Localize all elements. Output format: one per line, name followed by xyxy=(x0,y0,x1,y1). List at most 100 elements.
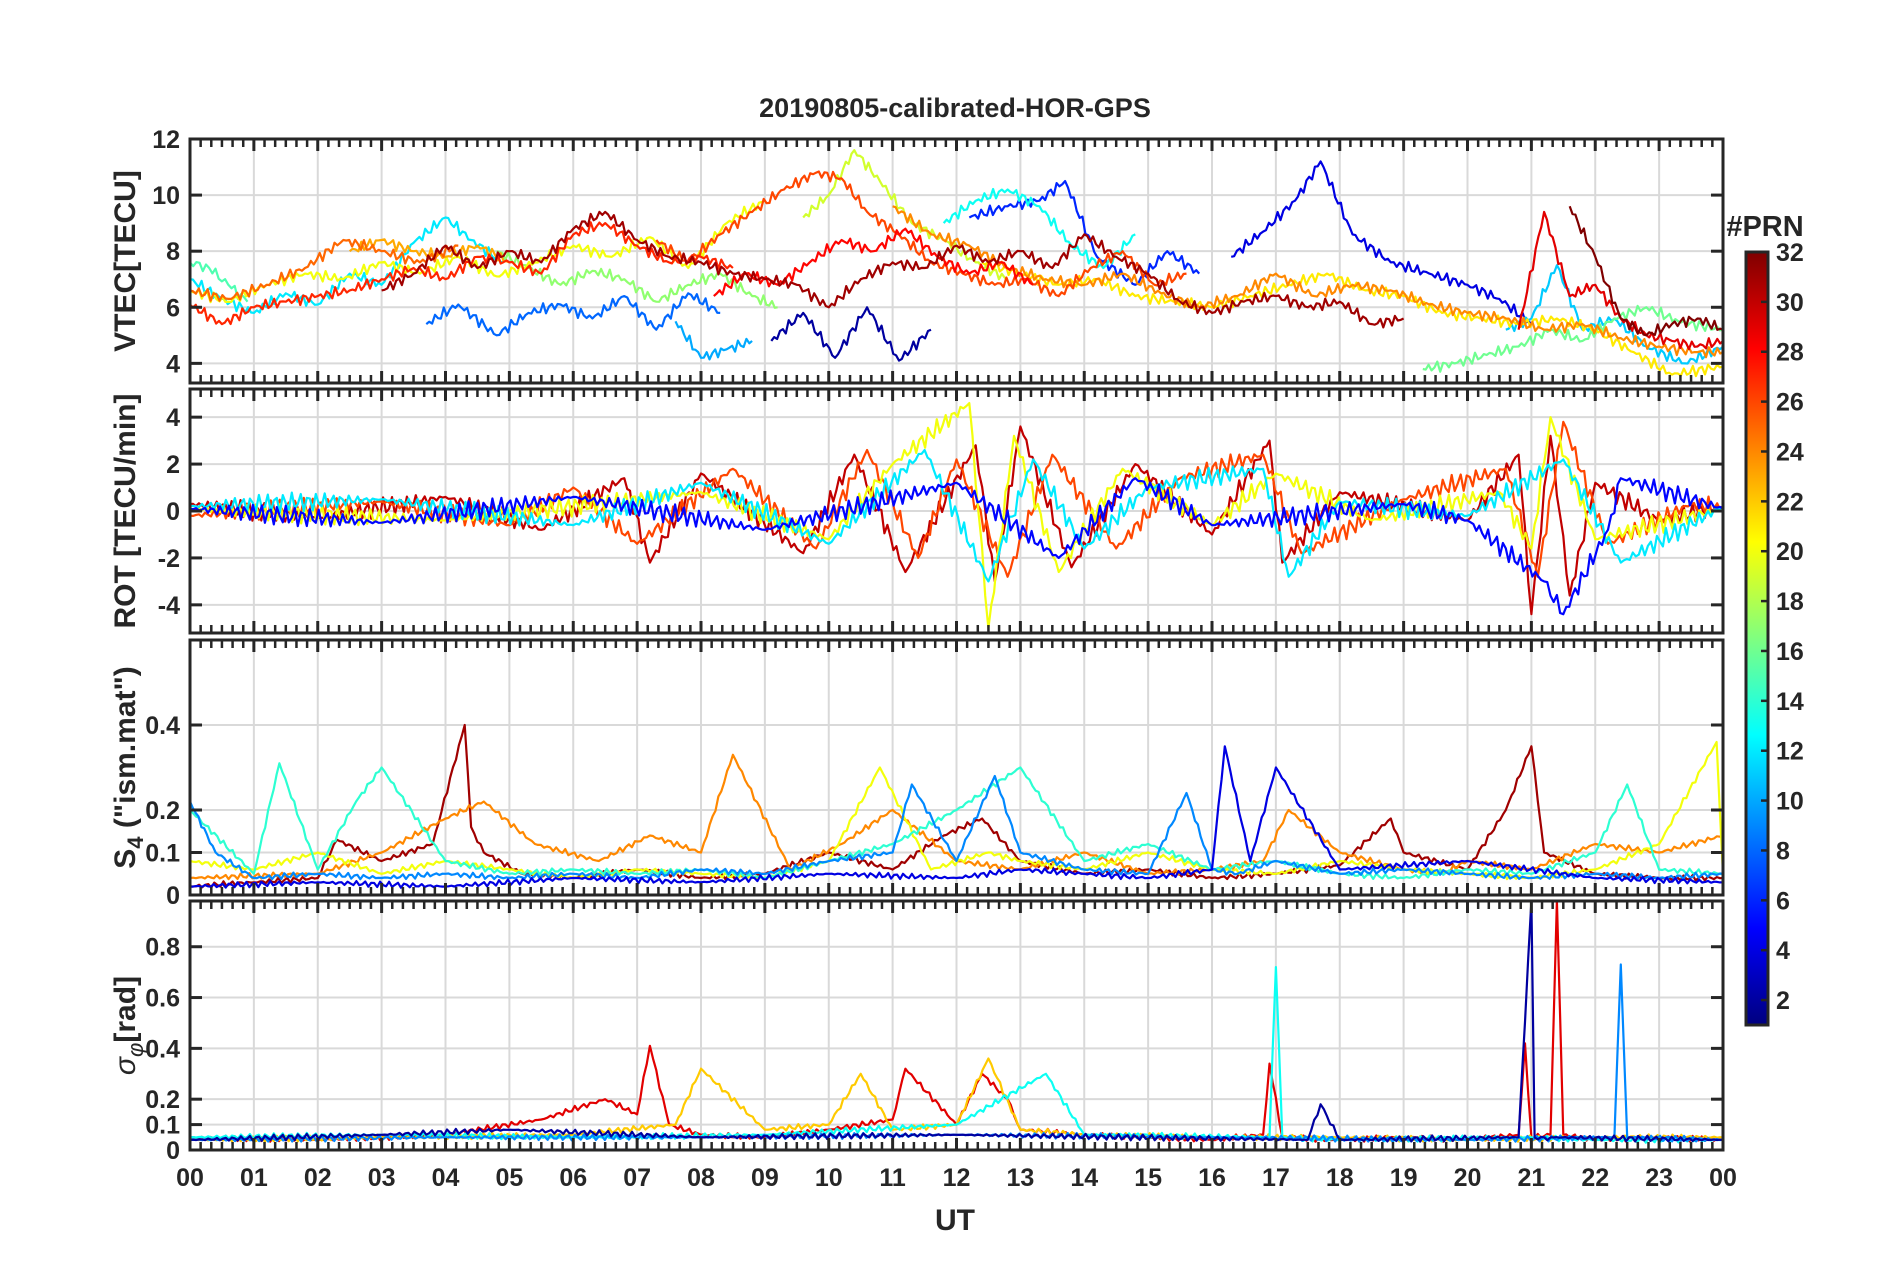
series-prn-23 xyxy=(348,238,510,264)
colorbar-tick-label: 26 xyxy=(1776,389,1804,417)
series-prn-4 xyxy=(1230,160,1533,325)
y-tick-label: 0.1 xyxy=(145,840,180,868)
series-prn-6 xyxy=(968,180,1201,286)
y-tick-label: 8 xyxy=(166,238,180,266)
series-prn-8 xyxy=(425,292,721,337)
series-prn-25 xyxy=(190,238,459,302)
x-tick-label: 03 xyxy=(368,1164,396,1192)
ylabel-rest: [rad] xyxy=(109,976,142,1043)
colorbar-tick-label: 6 xyxy=(1776,887,1790,915)
colorbar-tick-label: 18 xyxy=(1776,588,1804,616)
x-tick-label: 18 xyxy=(1326,1164,1354,1192)
colorbar-tick-label: 10 xyxy=(1776,788,1804,816)
x-ticks xyxy=(188,389,1725,633)
y-tick-label: 0.2 xyxy=(145,797,180,825)
colorbar-tick-label: 12 xyxy=(1776,738,1804,766)
x-tick-label: 17 xyxy=(1262,1164,1290,1192)
colorbar-title: #PRN xyxy=(1726,211,1803,243)
x-tick-label: 10 xyxy=(815,1164,843,1192)
y-tick-label: 4 xyxy=(166,350,180,378)
x-tick-label: 15 xyxy=(1134,1164,1162,1192)
x-tick-label: 06 xyxy=(559,1164,587,1192)
ylabel-sigma: σ xyxy=(109,1055,142,1075)
figure-title: 20190805-calibrated-HOR-GPS xyxy=(759,93,1151,123)
series-prn-24 xyxy=(892,205,1723,359)
series-prn-31 xyxy=(190,723,1723,889)
panel-vtec: 4 6 8 10 12 VTEC[TECU] xyxy=(109,126,1725,385)
x-tick-label: 14 xyxy=(1070,1164,1098,1192)
series-prn-26 xyxy=(655,170,1187,298)
x-tick-label: 05 xyxy=(495,1164,523,1192)
colorbar-tick-label: 22 xyxy=(1776,488,1804,516)
x-tick-label: 02 xyxy=(304,1164,332,1192)
series-prn-5 xyxy=(190,477,1723,616)
series-group xyxy=(190,402,1723,630)
series-prn-27 xyxy=(190,221,734,326)
x-tick-label: 23 xyxy=(1645,1164,1673,1192)
colorbar-tick-label: 24 xyxy=(1776,438,1804,466)
series-prn-28 xyxy=(713,227,1034,297)
series-prn-16 xyxy=(1422,304,1723,373)
x-tick-label: 11 xyxy=(879,1164,906,1192)
colorbar-tick-label: 30 xyxy=(1776,289,1804,317)
x-ticks xyxy=(188,139,1725,383)
x-tick-label: 09 xyxy=(751,1164,779,1192)
ylabel-sub: 4 xyxy=(123,836,148,849)
x-tick-label: 21 xyxy=(1517,1164,1545,1192)
colorbar-tick-label: 8 xyxy=(1776,837,1790,865)
colorbar-tick-label: 32 xyxy=(1776,239,1804,267)
x-tick-label: 20 xyxy=(1454,1164,1482,1192)
y-axis-label-vtec: VTEC[TECU] xyxy=(109,170,142,352)
x-tick-label: 01 xyxy=(240,1164,268,1192)
y-tick-label: 0 xyxy=(166,498,180,526)
y-axis-label-s4: S4 ("ism.mat") xyxy=(109,666,148,868)
x-tick-label: 13 xyxy=(1006,1164,1034,1192)
x-ticks xyxy=(188,640,1725,895)
colorbar-tick-label: 20 xyxy=(1776,538,1804,566)
colorbar-tick-label: 2 xyxy=(1776,987,1790,1015)
y-tick-label: 0.8 xyxy=(145,934,180,962)
y-tick-label: 0 xyxy=(166,882,180,910)
x-tick-label: 07 xyxy=(623,1164,651,1192)
series-prn-14 xyxy=(190,762,1723,880)
colorbar-tick-label: 16 xyxy=(1776,638,1804,666)
colorbar-tick-label: 28 xyxy=(1776,339,1804,367)
y-tick-label: 0 xyxy=(166,1137,180,1165)
y-tick-label: 0.2 xyxy=(145,1086,180,1114)
series-prn-31 xyxy=(381,210,1405,329)
y-axis-label-rot: ROT [TECU/min] xyxy=(109,394,142,629)
ylabel-s: S xyxy=(109,849,142,869)
colorbar-tick-label: 4 xyxy=(1776,937,1790,965)
y-tick-label: 4 xyxy=(166,404,180,432)
y-tick-label: 0.1 xyxy=(145,1112,180,1140)
series-prn-10 xyxy=(674,320,753,361)
panel-s4: 00.10.20.4S4 ("ism.mat") xyxy=(109,638,1725,910)
x-tick-label: 00 xyxy=(1709,1164,1737,1192)
ylabel-sub: φ xyxy=(123,1043,148,1057)
series-prn-17 xyxy=(496,250,778,309)
panel-sigma-phi: 00.10.2 0.4 0.6 0.8 00 01 02 03 04 05 06 07 08 09 10 11… xyxy=(109,899,1737,1192)
y-tick-label: 0.4 xyxy=(145,1035,180,1063)
x-tick-label: 22 xyxy=(1581,1164,1609,1192)
y-tick-label: 10 xyxy=(152,182,180,210)
y-tick-label: 12 xyxy=(152,126,180,154)
y-tick-label: -2 xyxy=(158,545,180,573)
y-tick-label: -4 xyxy=(158,592,180,620)
panel-rot: -4 -2 0 2 4 ROT [TECU/min] xyxy=(109,387,1725,635)
y-axis-label-sigma-phi: σφ[rad] xyxy=(109,976,148,1075)
y-tick-label: 0.6 xyxy=(145,985,180,1013)
x-tick-label: 04 xyxy=(432,1164,460,1192)
colorbar-gradient xyxy=(1744,250,1770,1027)
x-ticks xyxy=(188,901,1725,1150)
y-tick-label: 2 xyxy=(166,451,180,479)
ylabel-rest: ("ism.mat") xyxy=(109,666,142,836)
y-tick-label: 6 xyxy=(166,294,180,322)
series-group xyxy=(190,149,1723,378)
y-tick-label: 0.4 xyxy=(145,712,180,740)
series-prn-21 xyxy=(981,260,1723,378)
